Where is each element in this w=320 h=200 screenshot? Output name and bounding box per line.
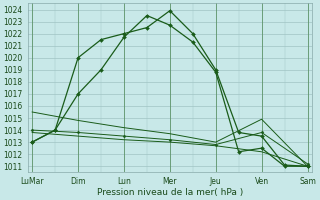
X-axis label: Pression niveau de la mer( hPa ): Pression niveau de la mer( hPa ): [97, 188, 243, 197]
